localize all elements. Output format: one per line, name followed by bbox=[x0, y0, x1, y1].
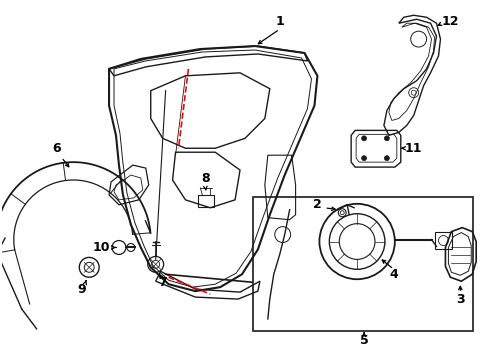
Bar bbox=[198, 195, 214, 207]
Text: 6: 6 bbox=[52, 142, 61, 155]
Text: 4: 4 bbox=[388, 268, 397, 281]
Text: 7: 7 bbox=[158, 276, 167, 289]
Circle shape bbox=[384, 136, 388, 141]
Circle shape bbox=[361, 136, 366, 141]
Text: 11: 11 bbox=[404, 142, 422, 155]
Text: 9: 9 bbox=[77, 283, 85, 296]
Text: 12: 12 bbox=[441, 15, 458, 28]
Bar bbox=[434, 231, 451, 249]
Text: 8: 8 bbox=[201, 171, 209, 185]
Text: 2: 2 bbox=[312, 198, 321, 211]
Text: 1: 1 bbox=[275, 15, 284, 28]
Text: 10: 10 bbox=[92, 241, 110, 254]
Bar bbox=[252, 197, 472, 331]
Circle shape bbox=[384, 156, 388, 161]
Circle shape bbox=[361, 156, 366, 161]
Text: 3: 3 bbox=[455, 293, 464, 306]
Text: 5: 5 bbox=[359, 334, 367, 347]
